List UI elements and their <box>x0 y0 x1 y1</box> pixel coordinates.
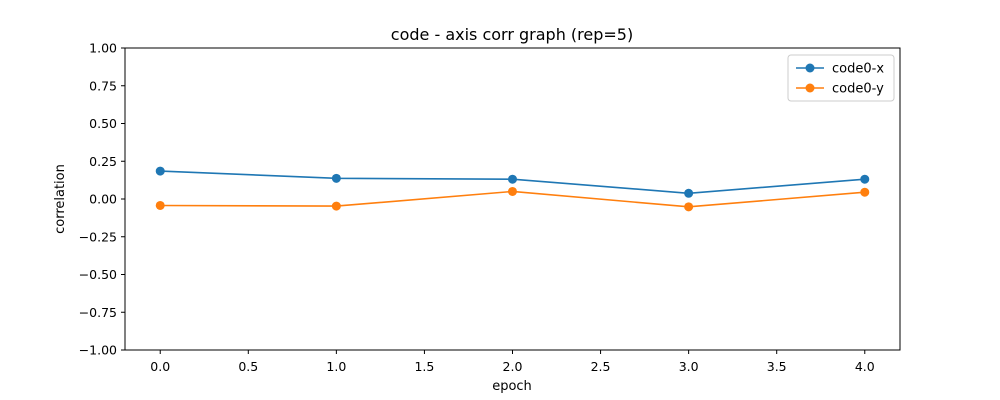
legend-item: code0-x <box>796 62 884 77</box>
data-point <box>155 200 165 210</box>
y-tick-label: −0.25 <box>79 229 117 244</box>
legend-label: code0-x <box>832 62 884 77</box>
x-tick-label: 0.5 <box>238 359 258 374</box>
data-point <box>684 202 694 212</box>
x-tick-label: 2.5 <box>591 359 611 374</box>
data-point <box>331 173 341 183</box>
x-tick-label: 3.0 <box>679 359 699 374</box>
x-tick-label: 1.0 <box>326 359 346 374</box>
data-point <box>155 166 165 176</box>
legend: code0-x code0-y <box>787 54 895 102</box>
legend-label: code0-y <box>832 82 884 97</box>
y-axis-label: correlation <box>53 164 68 234</box>
y-tick-label: 0.50 <box>89 116 117 131</box>
y-tick-label: −1.00 <box>79 343 117 358</box>
x-tick-label: 2.0 <box>503 359 523 374</box>
series-code0-y <box>155 186 870 212</box>
data-point <box>508 174 517 184</box>
y-tick-label: −0.75 <box>79 305 117 320</box>
x-tick-label: 1.5 <box>414 359 434 374</box>
data-point <box>860 187 870 197</box>
data-point <box>684 188 694 198</box>
legend-box <box>787 54 895 102</box>
chart-title: code - axis corr graph (rep=5) <box>391 25 633 44</box>
data-point <box>331 201 341 211</box>
y-tick-label: 1.00 <box>89 41 117 56</box>
series-code0-x <box>155 166 870 198</box>
data-point <box>508 186 517 196</box>
x-tick-label: 0.0 <box>150 359 170 374</box>
x-tick-label: 3.5 <box>767 359 787 374</box>
axis-ticks: 0.0 0.5 1.0 1.5 2.0 2.5 3.0 3.5 4.0 −1.00 −0.75 −0.… <box>79 41 875 375</box>
x-tick-label: 4.0 <box>855 359 875 374</box>
y-tick-label: −0.50 <box>79 267 117 282</box>
y-tick-label: 0.25 <box>89 154 117 169</box>
legend-item: code0-y <box>796 82 884 97</box>
legend-marker <box>805 83 815 93</box>
legend-marker <box>805 63 815 73</box>
data-point <box>860 174 870 184</box>
series-layer <box>155 166 870 212</box>
x-axis-label: epoch <box>492 379 532 394</box>
y-tick-label: 0.75 <box>89 78 117 93</box>
y-tick-label: 0.00 <box>89 192 117 207</box>
